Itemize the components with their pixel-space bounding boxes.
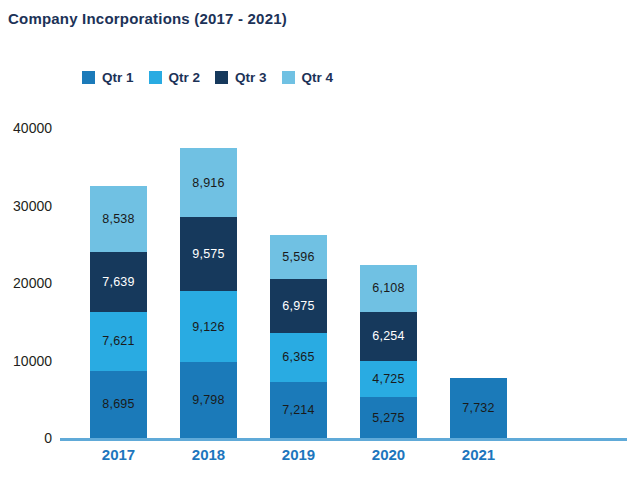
bar-segment-2020-qtr-2: 4,725: [360, 361, 417, 398]
chart: Company Incorporations (2017 - 2021) Qtr…: [0, 0, 631, 485]
legend-label: Qtr 4: [302, 70, 334, 85]
x-axis-label-2018: 2018: [164, 446, 254, 463]
legend-swatch-qtr-1: [82, 71, 95, 84]
bar-value-label: 9,126: [192, 320, 224, 334]
bar-segment-2019-qtr-2: 6,365: [270, 333, 327, 382]
y-axis-tick-label: 20000: [0, 275, 52, 291]
bar-value-label: 9,575: [192, 247, 224, 261]
x-axis-label-2021: 2021: [434, 446, 524, 463]
bar-segment-2018-qtr-4: 8,916: [180, 148, 237, 217]
bar-2017: 8,695 7,621 7,639 8,538: [90, 186, 147, 438]
bar-value-label: 6,975: [282, 299, 314, 313]
bar-value-label: 7,639: [102, 275, 134, 289]
legend-swatch-qtr-4: [282, 71, 295, 84]
x-axis-label-2020: 2020: [344, 446, 434, 463]
legend-item-qtr-1: Qtr 1: [82, 70, 134, 85]
bar-2021: 7,732: [450, 378, 507, 438]
legend-item-qtr-4: Qtr 4: [282, 70, 334, 85]
bar-value-label: 6,254: [372, 329, 404, 343]
x-axis-line: [60, 438, 627, 441]
bar-2018: 9,798 9,126 9,575 8,916: [180, 148, 237, 438]
y-axis-tick-label: 40000: [0, 120, 52, 136]
bar-segment-2017-qtr-2: 7,621: [90, 312, 147, 371]
bar-segment-2020-qtr-1: 5,275: [360, 397, 417, 438]
bar-segment-2020-qtr-4: 6,108: [360, 265, 417, 312]
bar-value-label: 5,275: [372, 411, 404, 425]
bar-value-label: 4,725: [372, 372, 404, 386]
bar-segment-2018-qtr-1: 9,798: [180, 362, 237, 438]
bar-value-label: 8,695: [102, 397, 134, 411]
x-axis-labels: 20172018201920202021: [62, 446, 627, 466]
bar-segment-2018-qtr-2: 9,126: [180, 291, 237, 362]
bar-value-label: 8,916: [192, 176, 224, 190]
bar-value-label: 7,621: [102, 334, 134, 348]
x-axis-label-2019: 2019: [254, 446, 344, 463]
legend-item-qtr-2: Qtr 2: [149, 70, 201, 85]
bar-segment-2017-qtr-3: 7,639: [90, 252, 147, 311]
bar-segment-2020-qtr-3: 6,254: [360, 312, 417, 360]
bar-segment-2018-qtr-3: 9,575: [180, 217, 237, 291]
bar-segment-2017-qtr-1: 8,695: [90, 371, 147, 438]
bar-segment-2017-qtr-4: 8,538: [90, 186, 147, 252]
plot-area: 8,695 7,621 7,639 8,538 9,798 9,126 9,575 8,916…: [62, 128, 627, 438]
bar-value-label: 7,732: [462, 401, 494, 415]
chart-title: Company Incorporations (2017 - 2021): [8, 10, 287, 27]
y-axis-tick-label: 10000: [0, 353, 52, 369]
y-axis-tick-label: 0: [0, 430, 52, 446]
bar-2019: 7,214 6,365 6,975 5,596: [270, 235, 327, 438]
bar-value-label: 6,108: [372, 281, 404, 295]
legend-swatch-qtr-3: [215, 71, 228, 84]
bar-segment-2021-qtr-1: 7,732: [450, 378, 507, 438]
bar-value-label: 6,365: [282, 350, 314, 364]
bar-segment-2019-qtr-3: 6,975: [270, 279, 327, 333]
bar-value-label: 8,538: [102, 212, 134, 226]
legend-label: Qtr 3: [235, 70, 267, 85]
x-axis-label-2017: 2017: [74, 446, 164, 463]
y-axis-tick-label: 30000: [0, 198, 52, 214]
bar-value-label: 7,214: [282, 403, 314, 417]
bar-2020: 5,275 4,725 6,254 6,108: [360, 265, 417, 438]
bar-segment-2019-qtr-4: 5,596: [270, 235, 327, 278]
legend-label: Qtr 2: [169, 70, 201, 85]
legend: Qtr 1 Qtr 2 Qtr 3 Qtr 4: [82, 70, 333, 85]
legend-label: Qtr 1: [102, 70, 134, 85]
bar-segment-2019-qtr-1: 7,214: [270, 382, 327, 438]
bar-value-label: 9,798: [192, 393, 224, 407]
legend-swatch-qtr-2: [149, 71, 162, 84]
bar-value-label: 5,596: [282, 250, 314, 264]
y-axis: 010000200003000040000: [0, 128, 54, 438]
legend-item-qtr-3: Qtr 3: [215, 70, 267, 85]
